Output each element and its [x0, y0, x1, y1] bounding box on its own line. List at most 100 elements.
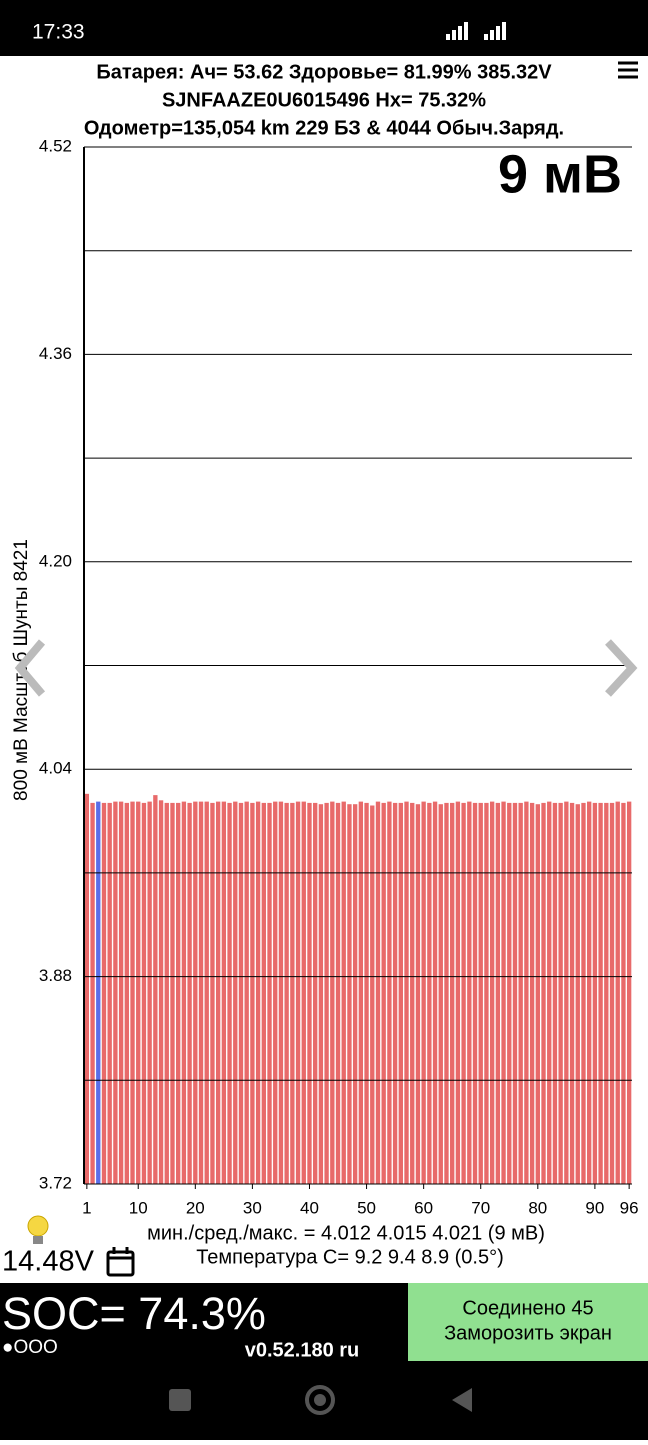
- bar: [392, 802, 398, 1184]
- y-tick-label: 4.04: [39, 759, 72, 778]
- clock: 17:33: [32, 21, 85, 44]
- bar: [387, 801, 392, 1184]
- bar: [221, 801, 227, 1184]
- bar: [564, 801, 569, 1184]
- bar: [227, 802, 232, 1184]
- bar: [358, 801, 364, 1184]
- bar: [375, 801, 381, 1184]
- bar: [313, 802, 318, 1184]
- bar: [278, 801, 284, 1184]
- bar: [432, 801, 438, 1184]
- x-tick-label: 40: [300, 1198, 319, 1217]
- prev-arrow[interactable]: [14, 639, 46, 697]
- x-tick-label: 90: [585, 1198, 604, 1217]
- bar: [478, 802, 483, 1184]
- bar: [250, 802, 255, 1184]
- bar: [604, 802, 609, 1184]
- bar: [587, 801, 592, 1184]
- x-tick-label: 70: [471, 1198, 490, 1217]
- bar: [244, 801, 249, 1184]
- bar: [609, 802, 615, 1184]
- bar: [547, 801, 552, 1184]
- stats-line: Температура C= 9.2 9.4 8.9 (0.5°): [196, 1246, 504, 1268]
- bar: [558, 802, 563, 1184]
- bar: [352, 804, 358, 1184]
- bar: [204, 801, 209, 1184]
- nav-back[interactable]: [452, 1388, 472, 1412]
- bar: [615, 801, 620, 1184]
- bar: [370, 805, 375, 1184]
- bar: [575, 804, 580, 1184]
- bar: [410, 802, 415, 1184]
- button-text: Заморозить экран: [444, 1322, 612, 1344]
- bar: [398, 802, 403, 1184]
- bar: [107, 802, 112, 1184]
- x-tick-label: 1: [82, 1198, 91, 1217]
- bar: [444, 802, 449, 1184]
- bar: [404, 801, 409, 1184]
- bar: [290, 802, 295, 1184]
- x-tick-label: 50: [357, 1198, 376, 1217]
- bar: [96, 801, 101, 1184]
- bar: [130, 801, 135, 1184]
- nav-home[interactable]: [305, 1385, 335, 1415]
- bar: [90, 802, 95, 1184]
- header-line: Батарея: Ач= 53.62 Здоровье= 81.99% 385.…: [96, 61, 552, 83]
- status-bar: [0, 0, 648, 56]
- bar: [215, 801, 221, 1184]
- bar: [335, 802, 341, 1184]
- bar: [569, 802, 575, 1184]
- stats-line: мин./сред./макс. = 4.012 4.015 4.021 (9 …: [147, 1222, 545, 1244]
- bar: [535, 804, 540, 1184]
- menu-icon[interactable]: [618, 61, 638, 79]
- bar: [170, 802, 175, 1184]
- bar: [529, 802, 535, 1184]
- y-tick-label: 4.36: [39, 344, 72, 363]
- bar: [284, 802, 289, 1184]
- plot: 3.72 3.88 4.04 4.20 4.36 4.52 1 10 20 30 40 50 60 70 8…: [39, 136, 639, 1217]
- header-line: Одометр=135,054 km 229 БЗ & 4044 Обыч.За…: [84, 117, 564, 139]
- bar: [518, 802, 523, 1184]
- bar: [450, 802, 455, 1184]
- bar: [461, 802, 466, 1184]
- bar: [467, 801, 472, 1184]
- x-tick-label: 60: [414, 1198, 433, 1217]
- bar: [489, 801, 495, 1184]
- bar: [552, 802, 558, 1184]
- bar: [273, 801, 278, 1184]
- bar: [136, 801, 141, 1184]
- freeze-button[interactable]: [408, 1283, 648, 1361]
- bar: [621, 802, 626, 1184]
- bulb-icon: [27, 1215, 49, 1244]
- bar: [512, 802, 518, 1184]
- x-tick-label: 96: [620, 1198, 639, 1217]
- bar: [427, 802, 432, 1184]
- nav-recents[interactable]: [169, 1389, 191, 1411]
- soc: SOC= 74.3%: [2, 1288, 266, 1339]
- bar: [101, 802, 107, 1184]
- y-tick-label: 4.52: [39, 136, 72, 155]
- bar: [301, 801, 306, 1184]
- x-tick-label: 20: [186, 1198, 205, 1217]
- status-icons: [446, 22, 506, 40]
- bar: [255, 801, 261, 1184]
- next-arrow[interactable]: [605, 639, 638, 697]
- x-tick-label: 30: [243, 1198, 262, 1217]
- calendar-icon[interactable]: [106, 1247, 135, 1277]
- bar: [158, 800, 164, 1184]
- bar: [341, 801, 346, 1184]
- bar: [318, 804, 324, 1184]
- bar: [113, 801, 118, 1184]
- bar: [295, 801, 301, 1184]
- nav-home-dot: [314, 1394, 326, 1406]
- annotation: 9 мВ: [498, 144, 622, 204]
- bar: [176, 802, 181, 1184]
- bar: [495, 802, 501, 1184]
- bar: [598, 802, 603, 1184]
- bar: [484, 802, 489, 1184]
- bar: [501, 801, 506, 1184]
- bar: [187, 802, 192, 1184]
- y-tick-label: 4.20: [39, 551, 72, 570]
